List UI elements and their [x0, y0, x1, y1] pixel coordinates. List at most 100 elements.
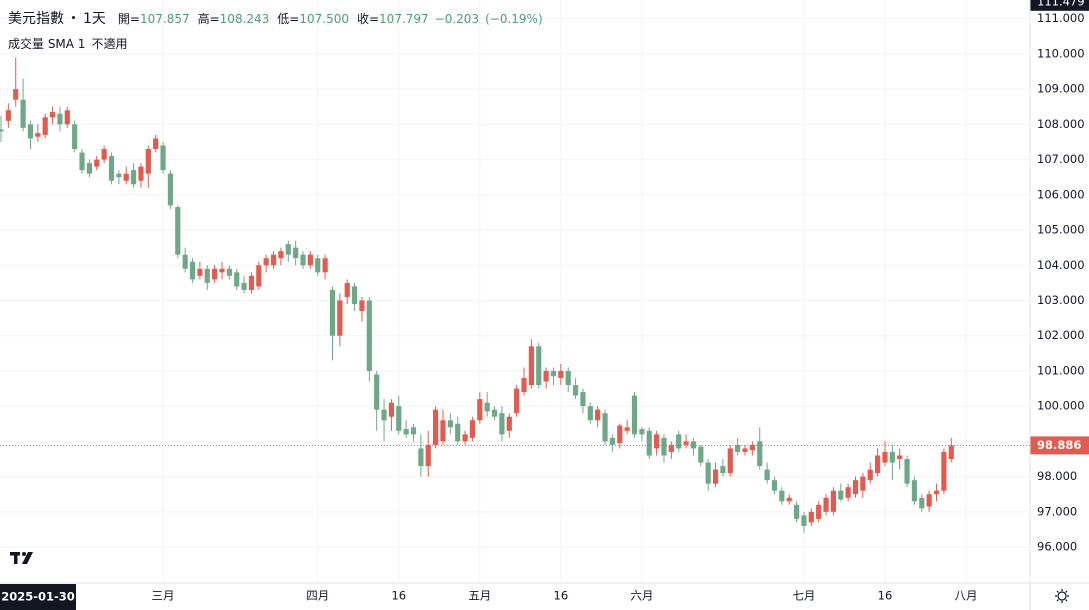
candle-body [838, 490, 844, 500]
open-label: 開= [117, 12, 140, 26]
candle-body [911, 480, 918, 502]
candle-body [145, 149, 151, 174]
high-label: 高= [197, 12, 220, 26]
candle-body [558, 370, 564, 378]
candle-body [123, 173, 129, 181]
candle-body [86, 163, 92, 174]
candle-body [315, 258, 321, 273]
last-price-box [1030, 436, 1089, 455]
change-pct: (−0.19%) [485, 12, 543, 26]
candle-body [823, 497, 829, 512]
low-label: 低= [277, 12, 300, 26]
candle-body [366, 300, 372, 371]
y-tick-label: 97.000 [1037, 504, 1077, 518]
candle-body [278, 251, 284, 259]
open-value: 107.857 [139, 12, 190, 26]
candle-body [602, 413, 608, 442]
candle-body [639, 429, 645, 435]
x-tick-label: 七月 [792, 589, 815, 603]
candle-body [204, 268, 210, 283]
candle-body [72, 124, 78, 150]
candle-body [425, 444, 431, 467]
candle-body [720, 466, 726, 474]
candle-body [521, 377, 527, 393]
candle-body [712, 469, 719, 484]
x-tick-label: 五月 [468, 589, 491, 603]
candle-body [904, 459, 910, 484]
candle-body [757, 441, 763, 467]
candle-body [668, 444, 674, 452]
candle-body [550, 370, 557, 377]
candle-body [801, 515, 807, 526]
candle-body [919, 497, 925, 509]
candle-body [654, 434, 660, 449]
candle-body [396, 406, 402, 431]
candle-body [381, 409, 387, 421]
y-tick-label: 107.000 [1037, 152, 1085, 166]
candle-body [64, 110, 70, 125]
candle-body [403, 429, 409, 435]
candle-body [933, 490, 940, 495]
candle-body [941, 451, 947, 491]
x-tick-label: 16 [391, 589, 406, 603]
candle-body [749, 444, 755, 451]
candle-body [764, 469, 770, 481]
candle-body [241, 282, 247, 290]
candle-body [572, 385, 579, 396]
axis-top-box [1030, 0, 1089, 11]
candle-body [130, 170, 137, 185]
candle-body [469, 420, 476, 438]
candle-body [882, 451, 888, 463]
y-tick-label: 101.000 [1037, 363, 1085, 377]
candle-body [388, 402, 395, 417]
candle-body [285, 244, 291, 255]
x-tick-label: 16 [878, 589, 893, 603]
candle-body [536, 346, 542, 386]
candle-body [42, 117, 48, 135]
candle-body [175, 207, 181, 255]
candles [0, 57, 954, 533]
interval: 1天 [83, 11, 106, 27]
candle-body [256, 265, 262, 287]
candle-body [897, 455, 903, 460]
crosshair-date: 2025-01-30 [1, 590, 75, 604]
candle-body [860, 476, 866, 491]
candle-body [808, 511, 814, 523]
candle-body [270, 254, 277, 266]
candle-body [705, 462, 711, 484]
candle-body [0, 129, 4, 132]
candle-body [683, 441, 689, 445]
separator [72, 16, 75, 19]
legend-value: 不適用 [91, 37, 128, 51]
candle-body [830, 490, 837, 512]
y-tick-label: 109.000 [1037, 82, 1085, 96]
candle-body [153, 138, 159, 150]
candle-body [440, 420, 446, 442]
y-tick-label: 110.000 [1037, 46, 1085, 60]
candle-body [79, 152, 85, 171]
candle-body [212, 268, 218, 280]
candle-body [234, 272, 240, 287]
candle-body [307, 254, 313, 266]
symbol-title: 美元指數 [8, 11, 64, 27]
candle-body [248, 275, 255, 290]
high-value: 108.243 [219, 12, 270, 26]
candle-body [631, 395, 638, 435]
low-value: 107.500 [299, 12, 349, 26]
candle-body [477, 399, 483, 421]
axis-top-label: 111.479 [1037, 0, 1085, 8]
settings-icon[interactable] [1055, 589, 1069, 603]
candle-body [793, 504, 800, 519]
candle-body [742, 448, 748, 452]
header: 美元指數 1天 開= 107.857 高= 108.243 低= 107.500 收=… [8, 8, 543, 28]
y-tick-label: 103.000 [1037, 293, 1085, 307]
x-tick-label: 16 [554, 589, 569, 603]
y-tick-label: 100.000 [1037, 399, 1085, 413]
candle-body [359, 300, 365, 312]
x-tick-label: 八月 [955, 589, 978, 603]
candle-body [816, 504, 822, 519]
candle-body [948, 445, 954, 460]
candle-body [867, 469, 873, 481]
candle-body [624, 427, 630, 431]
